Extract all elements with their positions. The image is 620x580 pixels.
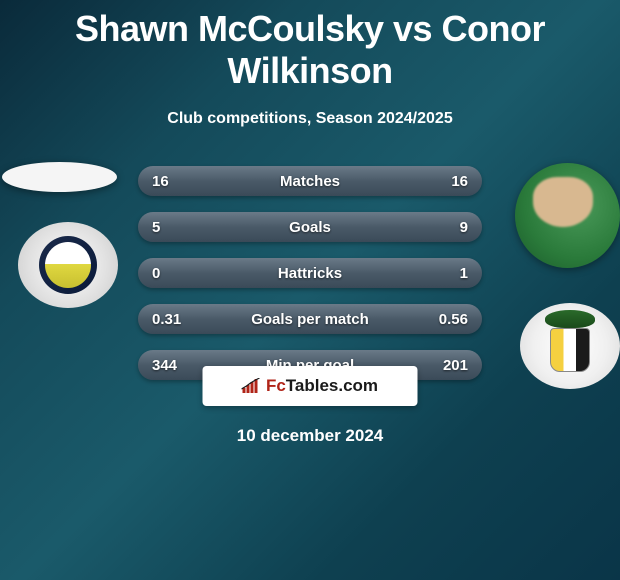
stat-label: Matches: [200, 173, 420, 190]
stat-right-value: 9: [420, 219, 482, 236]
stat-left-value: 0.31: [138, 311, 200, 328]
stat-right-value: 1: [420, 265, 482, 282]
stat-right-value: 201: [420, 357, 482, 374]
stat-row-hattricks: 0 Hattricks 1: [138, 258, 482, 288]
season-subtitle: Club competitions, Season 2024/2025: [0, 110, 620, 128]
stat-left-value: 344: [138, 357, 200, 374]
stat-label: Hattricks: [200, 265, 420, 282]
fctables-brand-link[interactable]: FcTables.com: [203, 366, 418, 406]
snapshot-date: 10 december 2024: [0, 426, 620, 446]
page-title: Shawn McCoulsky vs Conor Wilkinson: [0, 0, 620, 92]
stat-label: Goals: [200, 219, 420, 236]
stat-row-goals: 5 Goals 9: [138, 212, 482, 242]
player-left-avatar: [2, 162, 117, 192]
bar-chart-icon: [242, 378, 262, 394]
brand-text: FcTables.com: [266, 376, 378, 396]
stat-left-value: 0: [138, 265, 200, 282]
stats-list: 16 Matches 16 5 Goals 9 0 Hattricks 1 0.…: [138, 166, 482, 396]
stat-left-value: 5: [138, 219, 200, 236]
stat-right-value: 0.56: [420, 311, 482, 328]
stat-right-value: 16: [420, 173, 482, 190]
player-right-avatar: [515, 163, 620, 268]
club-crest-right: [520, 303, 620, 389]
stat-left-value: 16: [138, 173, 200, 190]
stat-row-matches: 16 Matches 16: [138, 166, 482, 196]
stat-label: Goals per match: [200, 311, 420, 328]
club-crest-left: [18, 222, 118, 308]
stat-row-goals-per-match: 0.31 Goals per match 0.56: [138, 304, 482, 334]
